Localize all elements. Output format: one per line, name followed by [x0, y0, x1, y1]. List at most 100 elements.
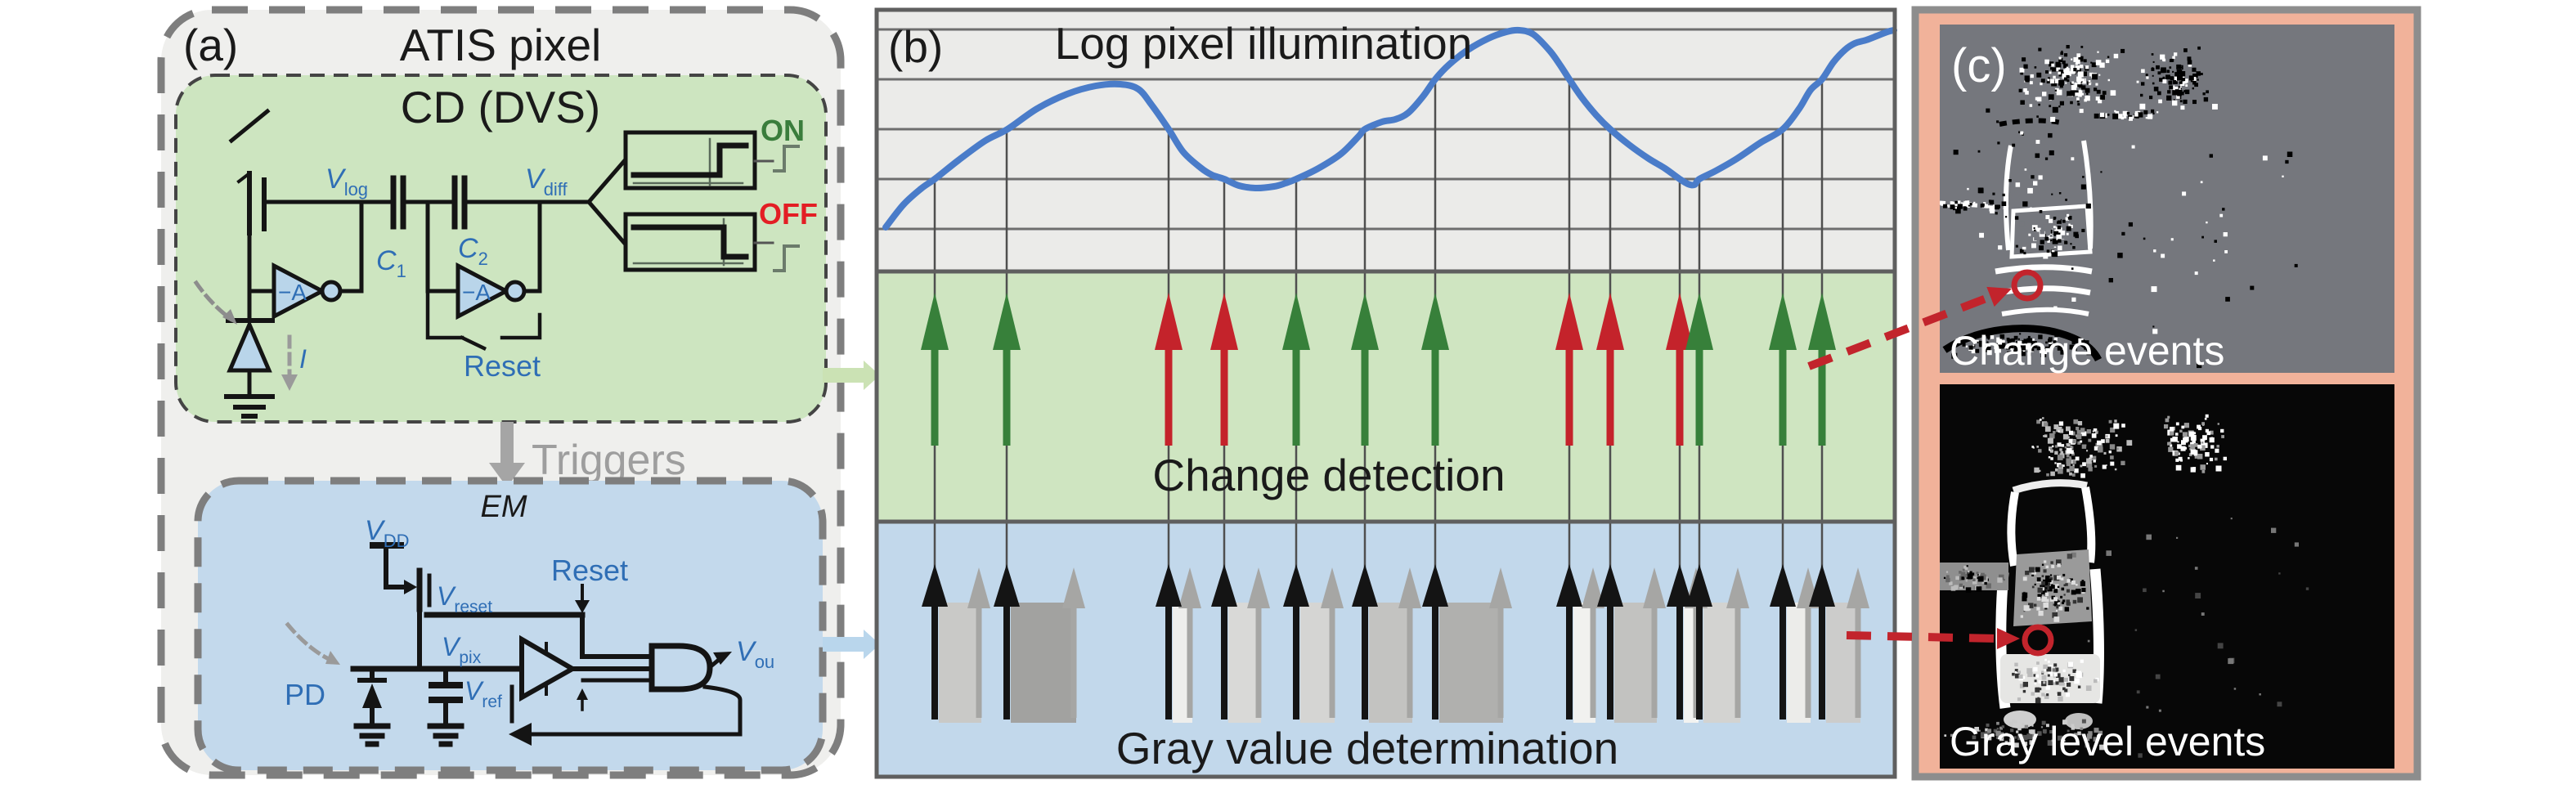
triggers: Triggers [489, 422, 686, 487]
tree-speckle [2105, 435, 2108, 438]
car-bumper [2000, 654, 2100, 703]
tree-speckle [2060, 451, 2064, 455]
trigger-up-arrowhead [577, 688, 588, 700]
tree-speckle [2166, 95, 2172, 101]
c2-label: C2 [458, 233, 488, 269]
bumper-speckle [2058, 696, 2063, 702]
ground-speckle [1995, 736, 1999, 739]
streak-speckle [1955, 576, 1959, 581]
ground-speckle [2008, 742, 2012, 746]
window-speckle [2019, 221, 2025, 226]
tree-speckle [2182, 432, 2188, 437]
ground-speckle [2063, 739, 2066, 742]
ground-speckle [1944, 734, 1947, 737]
tree-speckle [2156, 111, 2159, 114]
tree-speckle [2206, 463, 2208, 465]
tree-speckle [2049, 105, 2052, 108]
feedback-wire [529, 684, 743, 737]
window-speckle [2051, 564, 2055, 568]
tree-speckle [2108, 419, 2112, 424]
tree-speckle [2066, 458, 2072, 464]
noise-speckle [2039, 210, 2043, 213]
on-label: ON [761, 114, 805, 147]
bumper-speckle [2014, 669, 2018, 672]
change-arrow-head [1685, 293, 1713, 350]
tree-speckle [2200, 438, 2203, 442]
change-arrow-head [993, 293, 1021, 350]
tree-speckle [2050, 457, 2053, 460]
window-speckle [2051, 249, 2055, 253]
noise-speckle [2058, 192, 2062, 195]
tree-speckle [2073, 419, 2079, 424]
tree-speckle [2098, 99, 2103, 104]
tree-speckle [2187, 56, 2192, 61]
noise-speckle [2262, 155, 2268, 161]
ground-speckle [2023, 338, 2029, 344]
gray-arrow-head [1321, 567, 1344, 608]
tree-speckle [2217, 423, 2219, 425]
tree-speckle [2025, 78, 2030, 83]
streak-speckle [1999, 574, 2004, 581]
bumper-speckle [2031, 692, 2035, 696]
streak-speckle [1959, 571, 1962, 574]
noise-speckle [2278, 572, 2281, 575]
tree-speckle [2112, 113, 2119, 119]
tree-speckle [2199, 446, 2202, 449]
bumper-speckle [2094, 679, 2098, 684]
tree-speckle [2030, 74, 2034, 78]
tree-speckle [2152, 112, 2155, 114]
window-speckle [2053, 231, 2059, 236]
streak-speckle [1965, 587, 1972, 593]
ground-speckle [2039, 344, 2044, 348]
window-speckle [2058, 245, 2062, 251]
bumper-speckle [2045, 685, 2050, 690]
integration-bar [1011, 603, 1076, 723]
bumper-speckle [2046, 666, 2052, 672]
em-photodiode [362, 684, 382, 708]
bumper-speckle [2056, 693, 2058, 696]
noise-speckle [2131, 145, 2135, 149]
car-bumper-line [2001, 307, 2089, 316]
black-arrow-head [1556, 564, 1582, 607]
black-arrow-head [1211, 564, 1237, 607]
tree-speckle [2116, 446, 2122, 452]
tree-speckle [2183, 78, 2188, 83]
tree-speckle [2174, 72, 2179, 77]
ground-speckle [2000, 343, 2006, 348]
tree-speckle [2036, 72, 2042, 78]
bumper-speckle [2022, 689, 2026, 693]
ground-speckle [2017, 734, 2023, 741]
tree-speckle [2059, 84, 2063, 88]
window-speckle [2063, 594, 2066, 596]
streak-speckle [1950, 204, 1955, 209]
tree-speckle [2049, 71, 2052, 74]
window-speckle [2041, 575, 2044, 577]
tree-speckle [2212, 104, 2218, 110]
tree-speckle [2188, 457, 2190, 460]
tree-speckle [2076, 427, 2080, 431]
noise-speckle [2082, 176, 2085, 178]
streak-speckle [1959, 585, 1963, 590]
window-speckle [2060, 234, 2065, 240]
tree-speckle [2110, 461, 2115, 466]
tree-speckle [2091, 62, 2097, 68]
tree-speckle [2099, 112, 2105, 118]
gray-arrow-shaft [1805, 603, 1811, 718]
bumper-speckle [2058, 677, 2064, 683]
tree-speckle [2094, 428, 2098, 431]
noise-speckle [2093, 737, 2098, 742]
bumper-speckle [2043, 664, 2048, 670]
tree-speckle [2053, 424, 2059, 429]
on-pulse-icon [773, 145, 800, 173]
tree-speckle [2048, 94, 2054, 101]
bumper-speckle [2053, 673, 2058, 677]
tree-speckle [2211, 433, 2214, 435]
ground-speckle [2023, 742, 2028, 746]
ground-speckle [1985, 346, 1991, 352]
bumper-speckle [2035, 674, 2039, 678]
cd-connector-arrow-head [864, 361, 880, 390]
streak-speckle [1946, 575, 1950, 579]
tree-speckle [2148, 114, 2152, 118]
tree-speckle [2121, 424, 2125, 428]
window-speckle [2053, 597, 2058, 602]
